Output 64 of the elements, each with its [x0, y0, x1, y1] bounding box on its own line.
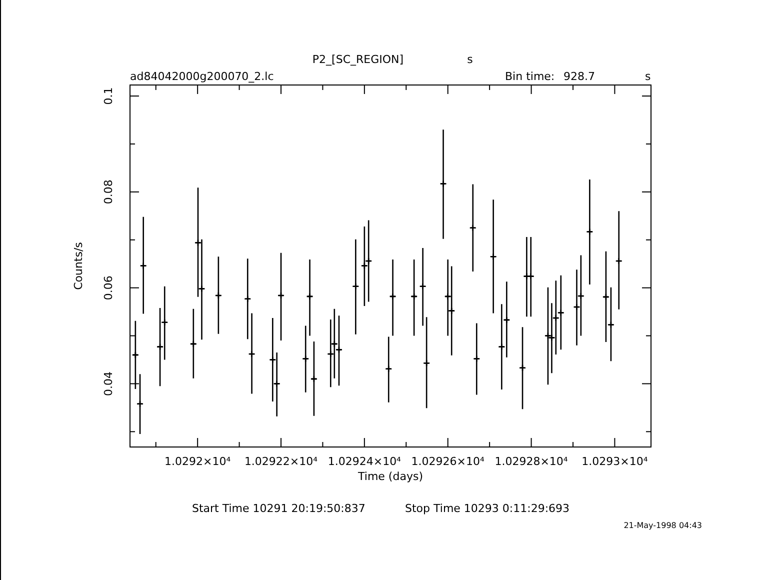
- point: [607, 321, 615, 328]
- x-tick-label: 1.0292×10⁴: [164, 455, 232, 468]
- point: [352, 282, 360, 290]
- text: s: [467, 53, 474, 66]
- text: 21-May-1998 04:43: [624, 521, 702, 530]
- text: Bin time:: [505, 70, 555, 83]
- point: [310, 375, 318, 383]
- point: [602, 293, 610, 301]
- point: [277, 292, 285, 300]
- point: [302, 355, 310, 362]
- point: [490, 253, 497, 260]
- x-tick-label: 1.02926×10⁴: [411, 455, 485, 468]
- point: [194, 239, 202, 246]
- point: [544, 332, 552, 340]
- text: Start Time 10291 20:19:50:837: [192, 502, 366, 515]
- chart-title: P2_[SC_REGION]: [312, 53, 404, 66]
- x-tick-label: 1.02928×10⁴: [494, 455, 568, 468]
- point: [469, 224, 477, 232]
- point: [518, 364, 526, 372]
- point: [422, 359, 430, 367]
- point: [214, 292, 222, 300]
- point: [419, 282, 426, 290]
- point: [552, 314, 560, 322]
- point: [384, 365, 392, 372]
- point: [140, 262, 147, 270]
- point: [448, 307, 456, 314]
- point: [360, 262, 368, 270]
- point: [577, 292, 585, 300]
- point: [248, 350, 256, 358]
- point: [615, 257, 623, 265]
- y-tick-label: 0.06: [102, 276, 115, 300]
- point: [244, 295, 252, 302]
- x-tick-label: 1.02922×10⁴: [244, 455, 318, 468]
- point: [198, 285, 206, 292]
- point: [326, 350, 334, 358]
- x-tick-label: 1.0293×10⁴: [582, 455, 648, 468]
- point: [472, 355, 480, 362]
- point: [557, 309, 565, 316]
- y-tick-label: 0.1: [102, 87, 115, 105]
- point: [410, 292, 418, 300]
- y-tick-label: 0.04: [102, 371, 115, 396]
- point: [132, 351, 140, 359]
- y-axis-title: Counts/s: [72, 242, 85, 290]
- text: Stop Time 10293 0:11:29:693: [405, 502, 570, 515]
- text: 928.7: [564, 70, 595, 83]
- point: [503, 316, 510, 324]
- point: [306, 292, 314, 300]
- point: [444, 292, 452, 300]
- y-tick-label: 0.08: [102, 180, 115, 204]
- point: [273, 380, 280, 388]
- point: [440, 180, 447, 188]
- point: [389, 292, 396, 300]
- point: [136, 400, 144, 408]
- point: [498, 343, 506, 350]
- point: [586, 228, 594, 236]
- point: [156, 343, 164, 350]
- x-tick-label: 1.02924×10⁴: [328, 455, 402, 468]
- point: [160, 318, 168, 326]
- x-axis-title: Time (days): [357, 470, 423, 483]
- point: [190, 340, 198, 348]
- point: [269, 356, 276, 364]
- text: s: [645, 70, 651, 83]
- chart-subtitle: ad84042000g200070_2.lc: [130, 70, 274, 83]
- point: [573, 303, 580, 311]
